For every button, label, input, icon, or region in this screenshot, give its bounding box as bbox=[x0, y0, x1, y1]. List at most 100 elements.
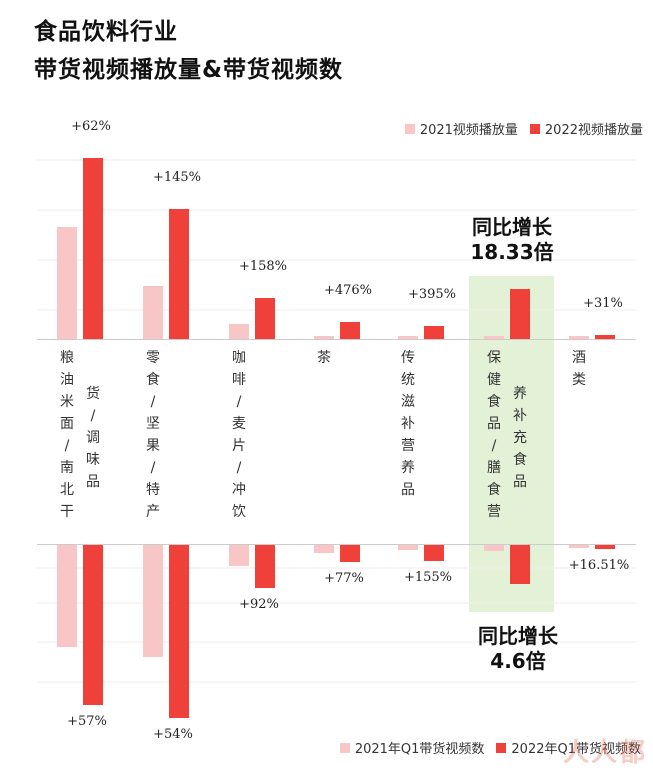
category-label-1-0-0: 零 bbox=[146, 350, 160, 366]
legend-item-2021-videos: 2021年Q1带货视频数 bbox=[339, 738, 485, 757]
bottom-bar-2022-1 bbox=[169, 544, 189, 718]
legend-item-2022-views: 2022视频播放量 bbox=[529, 119, 643, 138]
top-bar-2022-1 bbox=[169, 209, 189, 339]
top-growth-label-4: +395% bbox=[408, 287, 456, 302]
category-label-2-0-1: 啡 bbox=[232, 372, 246, 388]
bottom-growth-label-1: +54% bbox=[153, 727, 193, 742]
bottom-bar-2022-6 bbox=[595, 544, 615, 549]
category-label-2-0-2: / bbox=[237, 394, 242, 410]
top-growth-label-2: +158% bbox=[239, 259, 287, 274]
top-bar-2021-0 bbox=[57, 227, 77, 339]
category-label-0-0-6: 北 bbox=[60, 482, 74, 498]
bottom-growth-label-3: +77% bbox=[324, 571, 364, 586]
callout-top-line1: 同比增长 bbox=[472, 215, 552, 239]
category-label-4-0-5: 养 bbox=[401, 460, 415, 476]
category-label-2-0-0: 咖 bbox=[232, 350, 246, 366]
legend-swatch-2021-q1 bbox=[339, 742, 350, 753]
bottom-growth-label-6: +16.51% bbox=[569, 558, 629, 573]
bottom-bar-2022-2 bbox=[255, 544, 275, 588]
callout-bottom-line1: 同比增长 bbox=[478, 624, 558, 648]
top-bar-2022-5 bbox=[510, 289, 530, 339]
category-label-1-0-6: 特 bbox=[146, 482, 160, 498]
top-bar-2022-2 bbox=[255, 298, 275, 339]
category-label-4-0-3: 补 bbox=[401, 416, 415, 432]
category-label-4-0-1: 统 bbox=[401, 372, 415, 388]
bottom-bar-2021-3 bbox=[314, 544, 334, 553]
top-bar-2022-3 bbox=[340, 322, 360, 339]
top-bar-2021-4 bbox=[398, 336, 418, 339]
bottom-bar-2022-0 bbox=[83, 544, 103, 705]
category-label-0-1-1: / bbox=[91, 408, 96, 424]
bottom-growth-label-4: +155% bbox=[404, 570, 452, 585]
top-bar-2021-1 bbox=[143, 286, 163, 339]
category-label-5-0-5: 膳 bbox=[487, 460, 501, 476]
category-label-5-1-4: 品 bbox=[513, 474, 527, 490]
top-growth-label-6: +31% bbox=[583, 296, 623, 311]
category-label-5-0-7: 营 bbox=[487, 504, 501, 520]
top-bar-2021-5 bbox=[484, 336, 504, 339]
chart-title-line2: 带货视频播放量&带货视频数 bbox=[34, 57, 344, 83]
bottom-bar-2022-5 bbox=[510, 544, 530, 584]
legend-label-2022-views: 2022视频播放量 bbox=[544, 123, 643, 138]
bottom-bar-2021-2 bbox=[229, 544, 249, 566]
category-label-5-0-4: / bbox=[492, 438, 497, 454]
category-label-5-0-2: 食 bbox=[487, 393, 501, 410]
bottom-bar-2022-4 bbox=[424, 544, 444, 561]
category-label-5-0-6: 食 bbox=[487, 481, 501, 498]
category-label-0-0-4: / bbox=[65, 438, 70, 454]
category-label-5-1-3: 食 bbox=[513, 451, 527, 468]
top-bar-2022-0 bbox=[83, 158, 103, 339]
top-growth-label-1: +145% bbox=[153, 170, 201, 185]
category-label-1-0-3: 坚 bbox=[146, 416, 160, 432]
callout-top-line2: 18.33倍 bbox=[470, 240, 554, 264]
top-bar-2022-4 bbox=[424, 326, 444, 339]
legend-swatch-2021 bbox=[404, 123, 415, 134]
legend-swatch-2022-q1 bbox=[496, 742, 507, 753]
callout-bottom-line2: 4.6倍 bbox=[490, 649, 546, 673]
category-label-4-0-2: 滋 bbox=[401, 394, 415, 410]
category-label-1-0-4: 果 bbox=[146, 438, 160, 454]
legend-top: 2021视频播放量 2022视频播放量 bbox=[404, 119, 643, 138]
top-bar-2021-3 bbox=[314, 336, 334, 339]
category-label-2-0-3: 麦 bbox=[232, 416, 246, 432]
category-label-2-0-4: 片 bbox=[232, 438, 246, 454]
category-label-0-1-2: 调 bbox=[86, 430, 100, 446]
category-label-2-0-6: 冲 bbox=[232, 482, 246, 498]
bottom-bar-2021-6 bbox=[569, 544, 589, 548]
category-label-3-0-0: 茶 bbox=[317, 350, 331, 366]
category-label-6-0-0: 酒 bbox=[572, 350, 586, 366]
top-bar-2022-6 bbox=[595, 335, 615, 339]
category-label-0-0-7: 干 bbox=[60, 504, 74, 520]
category-label-0-0-0: 粮 bbox=[60, 350, 74, 366]
category-label-5-0-3: 品 bbox=[487, 416, 501, 432]
category-label-0-0-3: 面 bbox=[60, 416, 74, 432]
legend-swatch-2022 bbox=[529, 123, 540, 134]
legend-label-2021-videos: 2021年Q1带货视频数 bbox=[354, 742, 485, 757]
top-bar-2021-2 bbox=[229, 324, 249, 339]
top-growth-label-0: +62% bbox=[71, 119, 111, 134]
category-label-2-0-7: 饮 bbox=[232, 504, 246, 520]
bottom-growth-label-2: +92% bbox=[239, 597, 279, 612]
bottom-bar-2021-1 bbox=[143, 544, 163, 657]
callout-top: 同比增长 18.33倍 bbox=[452, 215, 572, 265]
category-label-0-1-0: 货 bbox=[86, 385, 100, 402]
category-label-1-0-2: / bbox=[151, 394, 156, 410]
category-label-2-0-5: / bbox=[237, 460, 242, 476]
category-label-1-0-5: / bbox=[151, 460, 156, 476]
category-label-0-0-1: 油 bbox=[60, 372, 74, 388]
category-label-4-0-0: 传 bbox=[401, 350, 415, 366]
category-label-1-0-7: 产 bbox=[146, 504, 160, 520]
category-label-4-0-6: 品 bbox=[401, 482, 415, 498]
category-label-1-0-1: 食 bbox=[146, 371, 160, 388]
legend-label-2021-views: 2021视频播放量 bbox=[419, 123, 518, 138]
bottom-bar-2021-5 bbox=[484, 544, 504, 551]
legend-label-2022-videos: 2022年Q1带货视频数 bbox=[511, 742, 641, 757]
chart-title-line1: 食品饮料行业 bbox=[34, 19, 178, 45]
legend-item-2021-views: 2021视频播放量 bbox=[404, 119, 518, 138]
category-label-4-0-4: 营 bbox=[401, 438, 415, 454]
top-bar-2021-6 bbox=[569, 336, 589, 339]
top-growth-label-3: +476% bbox=[324, 283, 372, 298]
bottom-growth-label-0: +57% bbox=[67, 714, 107, 729]
category-label-5-1-1: 补 bbox=[513, 408, 527, 424]
